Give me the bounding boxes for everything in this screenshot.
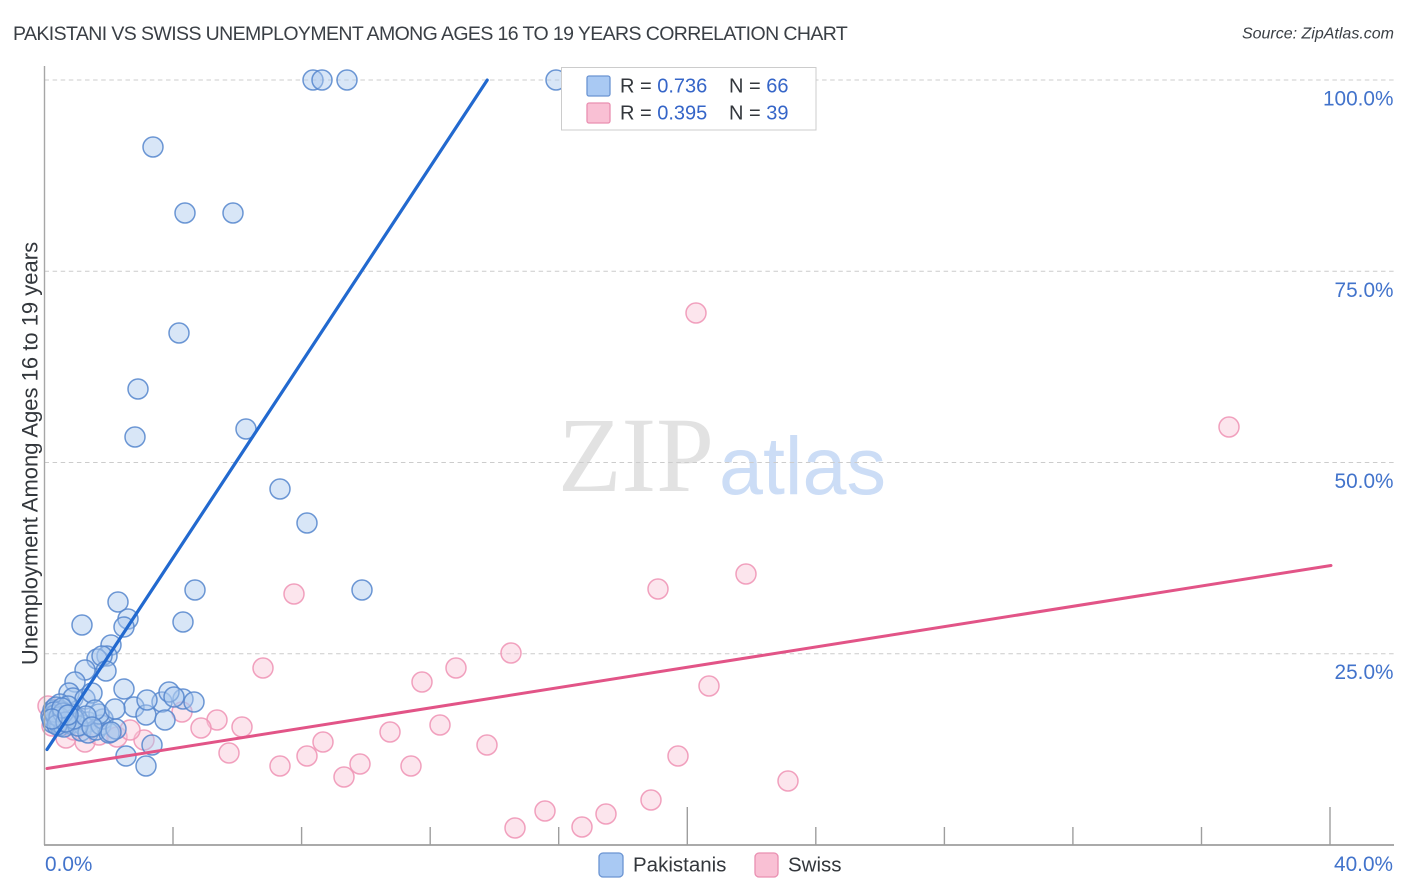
svg-text:75.0%: 75.0%	[1335, 279, 1394, 302]
svg-text:ZIP: ZIP	[558, 397, 714, 515]
svg-text:0.0%: 0.0%	[45, 853, 92, 876]
svg-text:Pakistanis: Pakistanis	[633, 854, 726, 877]
svg-text:40.0%: 40.0%	[1334, 853, 1393, 876]
svg-text:Swiss: Swiss	[788, 854, 842, 877]
svg-text:100.0%: 100.0%	[1323, 88, 1394, 111]
svg-text:Unemployment Among Ages 16 to: Unemployment Among Ages 16 to 19 years	[18, 242, 43, 665]
svg-text:R = 0.395: R = 0.395	[620, 103, 707, 125]
svg-text:25.0%: 25.0%	[1335, 661, 1394, 684]
svg-text:R = 0.736: R = 0.736	[620, 76, 707, 98]
svg-text:PAKISTANI VS SWISS UNEMPLOYMEN: PAKISTANI VS SWISS UNEMPLOYMENT AMONG AG…	[13, 23, 848, 45]
svg-text:atlas: atlas	[719, 421, 886, 512]
svg-text:N = 39: N = 39	[729, 103, 789, 125]
svg-text:50.0%: 50.0%	[1335, 470, 1394, 493]
svg-text:N = 66: N = 66	[729, 76, 789, 98]
svg-text:Source: ZipAtlas.com: Source: ZipAtlas.com	[1242, 26, 1394, 43]
